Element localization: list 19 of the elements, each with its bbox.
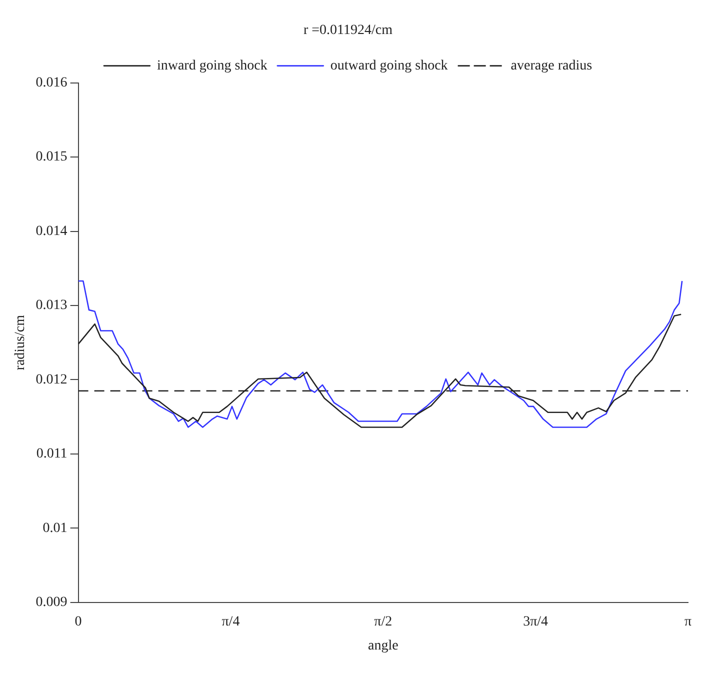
x-tick-label: 3π/4: [523, 614, 548, 630]
legend-label: outward going shock: [330, 58, 448, 74]
y-tick-label: 0.009: [36, 595, 68, 610]
y-tick-label: 0.01: [42, 520, 68, 536]
y-tick-label: 0.012: [36, 372, 68, 388]
y-tick-label: 0.011: [36, 446, 68, 462]
x-tick-label: π/2: [374, 614, 392, 630]
x-tick-label: 0: [74, 614, 82, 630]
x-axis-title: angle: [368, 638, 398, 654]
y-tick-label: 0.016: [36, 75, 68, 90]
legend-label: average radius: [510, 58, 592, 74]
y-tick-label: 0.014: [36, 224, 68, 239]
y-tick-label: 0.013: [36, 298, 68, 314]
x-tick-label: π: [684, 614, 692, 630]
y-axis-title: radius/cm: [13, 314, 28, 370]
legend-label: inward going shock: [156, 58, 268, 74]
chart-title: r =0.011924/cm: [303, 23, 393, 38]
x-tick-label: π/4: [222, 614, 240, 630]
y-tick-label: 0.015: [36, 150, 68, 165]
